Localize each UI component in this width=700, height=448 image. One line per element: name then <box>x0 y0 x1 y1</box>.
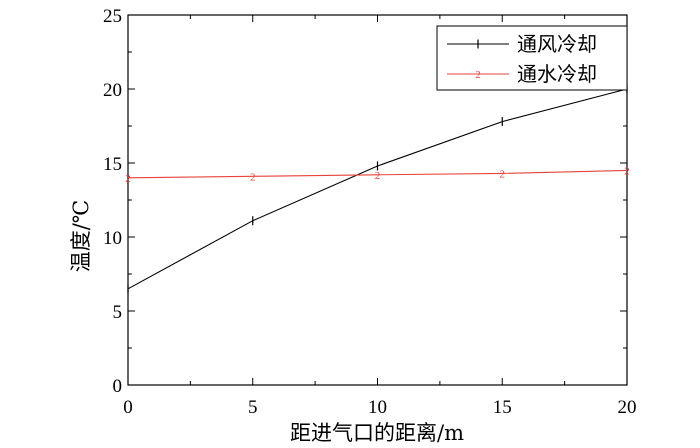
y-tick-label: 20 <box>103 80 122 101</box>
x-tick-label: 15 <box>493 397 512 418</box>
data-point: 2 <box>624 165 630 177</box>
y-axis-title: 温度/℃ <box>69 200 93 273</box>
x-tick-label: 5 <box>248 397 258 418</box>
y-tick-label: 0 <box>113 376 123 397</box>
data-point: 2 <box>125 173 131 185</box>
legend-label: 通风冷却 <box>517 32 597 56</box>
chart-ticks: 0 5 10 15 20 0 5 10 15 20 25 <box>103 6 637 418</box>
series-line-1 <box>127 88 628 290</box>
x-axis-title: 距进气口的距离/m <box>290 421 464 445</box>
data-point: 2 <box>375 170 381 182</box>
x-tick-label: 0 <box>123 397 133 418</box>
y-tick-label: 5 <box>113 302 123 323</box>
legend-label: 通水冷却 <box>517 62 597 86</box>
y-tick-label: 15 <box>103 154 122 175</box>
x-tick-label: 20 <box>618 397 637 418</box>
legend-swatch-marker: 2 <box>475 69 481 81</box>
legend-box <box>436 25 628 91</box>
y-tick-label: 10 <box>103 228 122 249</box>
chart-series: 2 2 2 2 2 <box>125 84 630 294</box>
x-tick-label: 10 <box>368 397 387 418</box>
data-point: 2 <box>500 168 506 180</box>
series-line-2 <box>127 169 628 179</box>
y-tick-label: 25 <box>103 6 122 27</box>
data-point: 2 <box>250 171 256 183</box>
chart-legend: 通风冷却 2 通水冷却 <box>436 25 628 91</box>
